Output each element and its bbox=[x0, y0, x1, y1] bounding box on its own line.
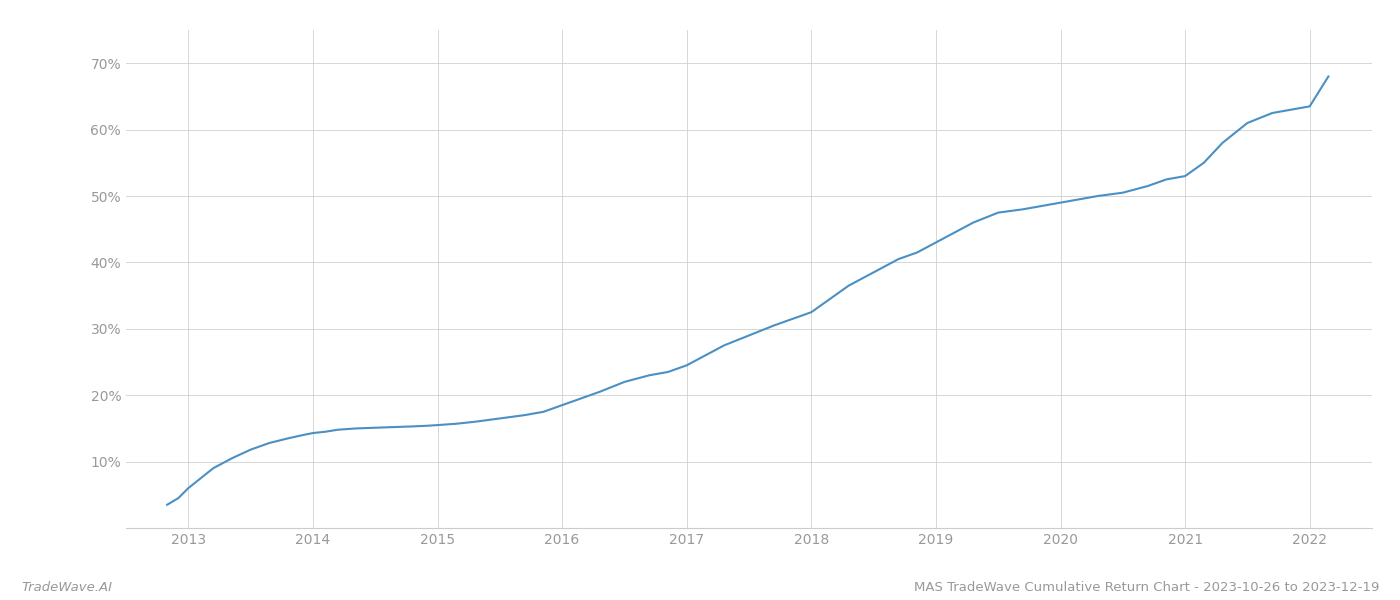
Text: MAS TradeWave Cumulative Return Chart - 2023-10-26 to 2023-12-19: MAS TradeWave Cumulative Return Chart - … bbox=[914, 581, 1379, 594]
Text: TradeWave.AI: TradeWave.AI bbox=[21, 581, 112, 594]
